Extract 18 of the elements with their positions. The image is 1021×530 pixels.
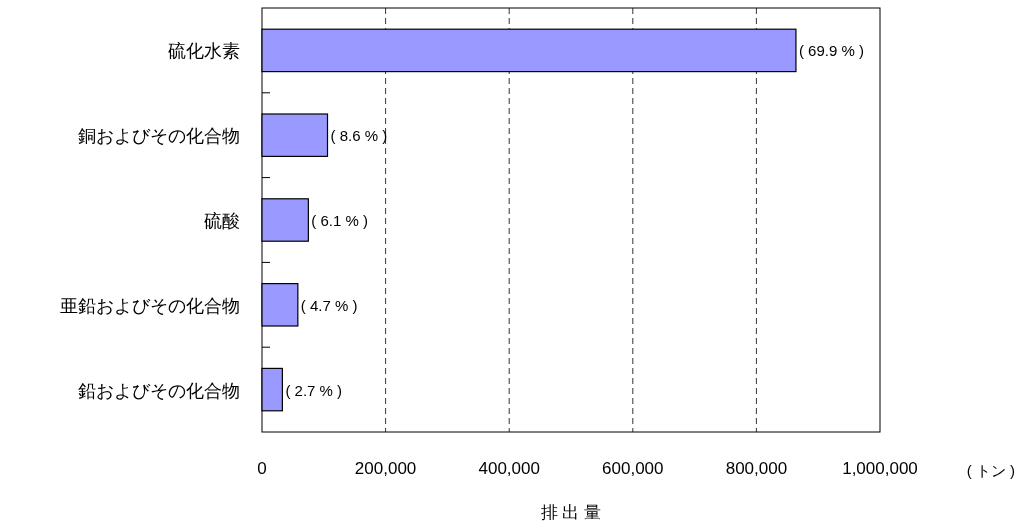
text: ( トン ) (966, 462, 1015, 479)
y-tick-label: 銅およびその化合物 (78, 126, 240, 147)
x-tick-label: 800,000 (725, 459, 788, 478)
annotation: ( 6.1 % ) (311, 212, 369, 229)
y-tick-label: 硫化水素 (168, 41, 240, 62)
x-tick-label: 200,000 (354, 459, 417, 478)
annotation: ( 8.6 % ) (330, 127, 388, 145)
y-tick-label: 鉛およびその化合物 (78, 380, 240, 401)
x-tick-label: 0 (257, 459, 267, 478)
x-axis-title: 排 出 量 (540, 503, 602, 522)
x-tick-label: 1,000,000 (842, 459, 918, 478)
annotation: ( 69.9 % ) (798, 42, 864, 60)
y-tick-label: 亜鉛およびその化合物 (60, 295, 240, 316)
annotation: ( 4.7 % ) (300, 296, 358, 314)
x-tick-label: 400,000 (478, 459, 540, 478)
annotation: ( 2.7 % ) (285, 381, 343, 399)
y-tick-label: 硫酸 (204, 211, 240, 231)
x-tick-label: 600,000 (602, 459, 664, 478)
